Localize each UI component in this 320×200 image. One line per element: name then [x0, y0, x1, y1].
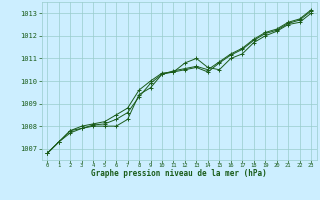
X-axis label: Graphe pression niveau de la mer (hPa): Graphe pression niveau de la mer (hPa) — [91, 169, 267, 178]
